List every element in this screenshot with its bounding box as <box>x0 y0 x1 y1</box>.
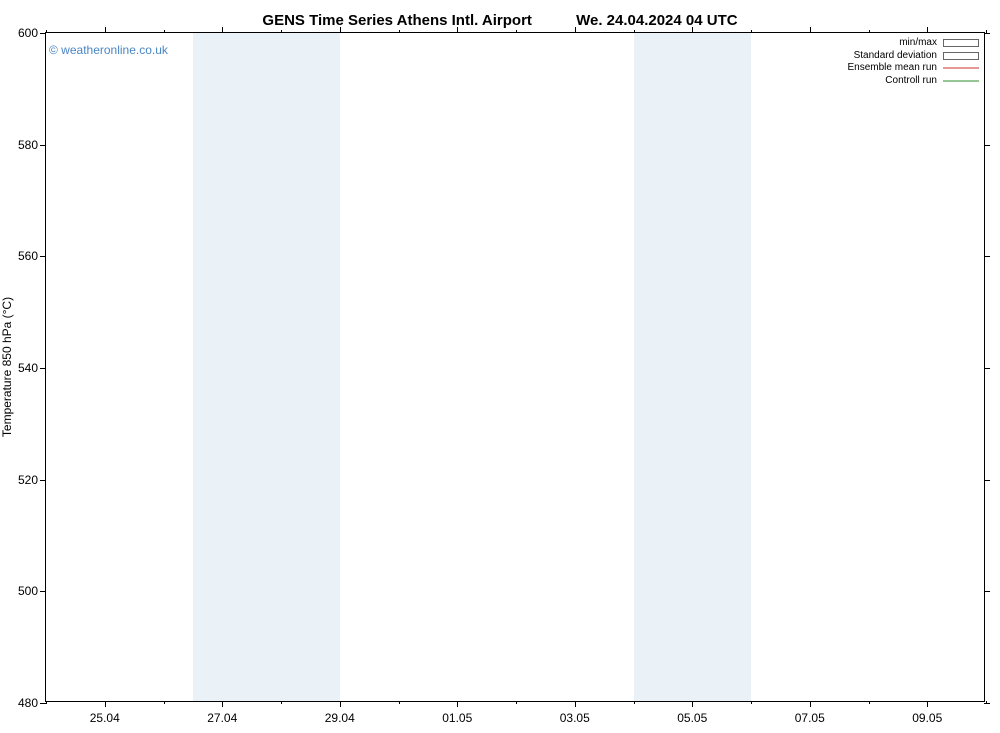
y-axis-label: Temperature 850 hPa (°C) <box>0 297 14 437</box>
y-tick-label: 580 <box>18 138 38 152</box>
x-tick-mark-top <box>692 27 693 33</box>
legend-item-label: Controll run <box>885 75 937 88</box>
y-tick-mark <box>40 256 46 257</box>
legend-item-label: Standard deviation <box>854 50 937 63</box>
legend-swatch <box>943 76 979 86</box>
x-tick-label: 27.04 <box>207 711 237 725</box>
chart-title-series: GENS Time Series Athens Intl. Airport <box>262 12 532 29</box>
y-tick-mark-right <box>984 480 990 481</box>
x-tick-mark-top <box>927 27 928 33</box>
chart-title-datetime: We. 24.04.2024 04 UTC <box>576 12 737 29</box>
x-tick-label: 09.05 <box>912 711 942 725</box>
legend-item: Ensemble mean run <box>848 62 980 75</box>
weekend-shade <box>222 33 340 701</box>
x-tick-label: 25.04 <box>90 711 120 725</box>
x-minor-tick <box>751 701 752 704</box>
x-tick-label: 05.05 <box>677 711 707 725</box>
x-minor-tick <box>516 701 517 704</box>
y-tick-mark-right <box>984 33 990 34</box>
x-minor-tick-top <box>634 30 635 33</box>
y-tick-mark-right <box>984 703 990 704</box>
y-tick-mark <box>40 145 46 146</box>
legend-swatch <box>943 38 979 48</box>
x-tick-mark <box>222 701 223 707</box>
y-tick-label: 500 <box>18 584 38 598</box>
x-minor-tick <box>399 701 400 704</box>
weekend-shade <box>193 33 222 701</box>
x-tick-label: 29.04 <box>325 711 355 725</box>
x-minor-tick <box>164 701 165 704</box>
x-tick-mark <box>810 701 811 707</box>
x-minor-tick <box>869 701 870 704</box>
x-tick-mark-top <box>340 27 341 33</box>
x-tick-mark <box>340 701 341 707</box>
legend-item: Controll run <box>848 75 980 88</box>
watermark: © weatheronline.co.uk <box>49 43 168 57</box>
legend: min/maxStandard deviationEnsemble mean r… <box>848 37 980 87</box>
x-tick-mark-top <box>810 27 811 33</box>
x-tick-mark <box>575 701 576 707</box>
x-tick-label: 07.05 <box>795 711 825 725</box>
x-tick-mark-top <box>575 27 576 33</box>
x-minor-tick <box>281 701 282 704</box>
x-tick-mark <box>457 701 458 707</box>
x-tick-mark-top <box>105 27 106 33</box>
chart-container: GENS Time Series Athens Intl. Airport We… <box>0 0 1000 733</box>
y-tick-mark-right <box>984 591 990 592</box>
y-tick-label: 520 <box>18 473 38 487</box>
legend-item: min/max <box>848 37 980 50</box>
y-tick-mark <box>40 368 46 369</box>
x-minor-tick-top <box>281 30 282 33</box>
y-tick-label: 560 <box>18 249 38 263</box>
legend-item-label: Ensemble mean run <box>848 62 938 75</box>
y-tick-label: 600 <box>18 26 38 40</box>
x-minor-tick-top <box>516 30 517 33</box>
x-tick-label: 01.05 <box>442 711 472 725</box>
weekend-shade <box>634 33 752 701</box>
x-minor-tick <box>634 701 635 704</box>
chart-title-row: GENS Time Series Athens Intl. Airport We… <box>0 12 1000 29</box>
legend-swatch <box>943 63 979 73</box>
x-tick-mark-top <box>222 27 223 33</box>
plot-area: 480500520540560580600 25.0427.0429.0401.… <box>45 32 985 702</box>
legend-item: Standard deviation <box>848 50 980 63</box>
x-tick-label: 03.05 <box>560 711 590 725</box>
x-tick-mark <box>105 701 106 707</box>
x-tick-mark <box>692 701 693 707</box>
y-tick-mark <box>40 591 46 592</box>
legend-item-label: min/max <box>899 37 937 50</box>
x-tick-mark <box>927 701 928 707</box>
legend-swatch <box>943 51 979 61</box>
x-minor-tick-top <box>164 30 165 33</box>
x-minor-tick-top <box>399 30 400 33</box>
x-minor-tick-top <box>869 30 870 33</box>
x-tick-mark-top <box>457 27 458 33</box>
y-tick-mark-right <box>984 368 990 369</box>
x-minor-tick <box>986 701 987 704</box>
x-minor-tick <box>46 701 47 704</box>
y-tick-label: 540 <box>18 361 38 375</box>
x-minor-tick-top <box>751 30 752 33</box>
x-minor-tick-top <box>986 30 987 33</box>
y-tick-label: 480 <box>18 696 38 710</box>
y-tick-mark-right <box>984 145 990 146</box>
y-tick-mark <box>40 480 46 481</box>
y-tick-mark-right <box>984 256 990 257</box>
x-minor-tick-top <box>46 30 47 33</box>
y-tick-mark <box>40 33 46 34</box>
